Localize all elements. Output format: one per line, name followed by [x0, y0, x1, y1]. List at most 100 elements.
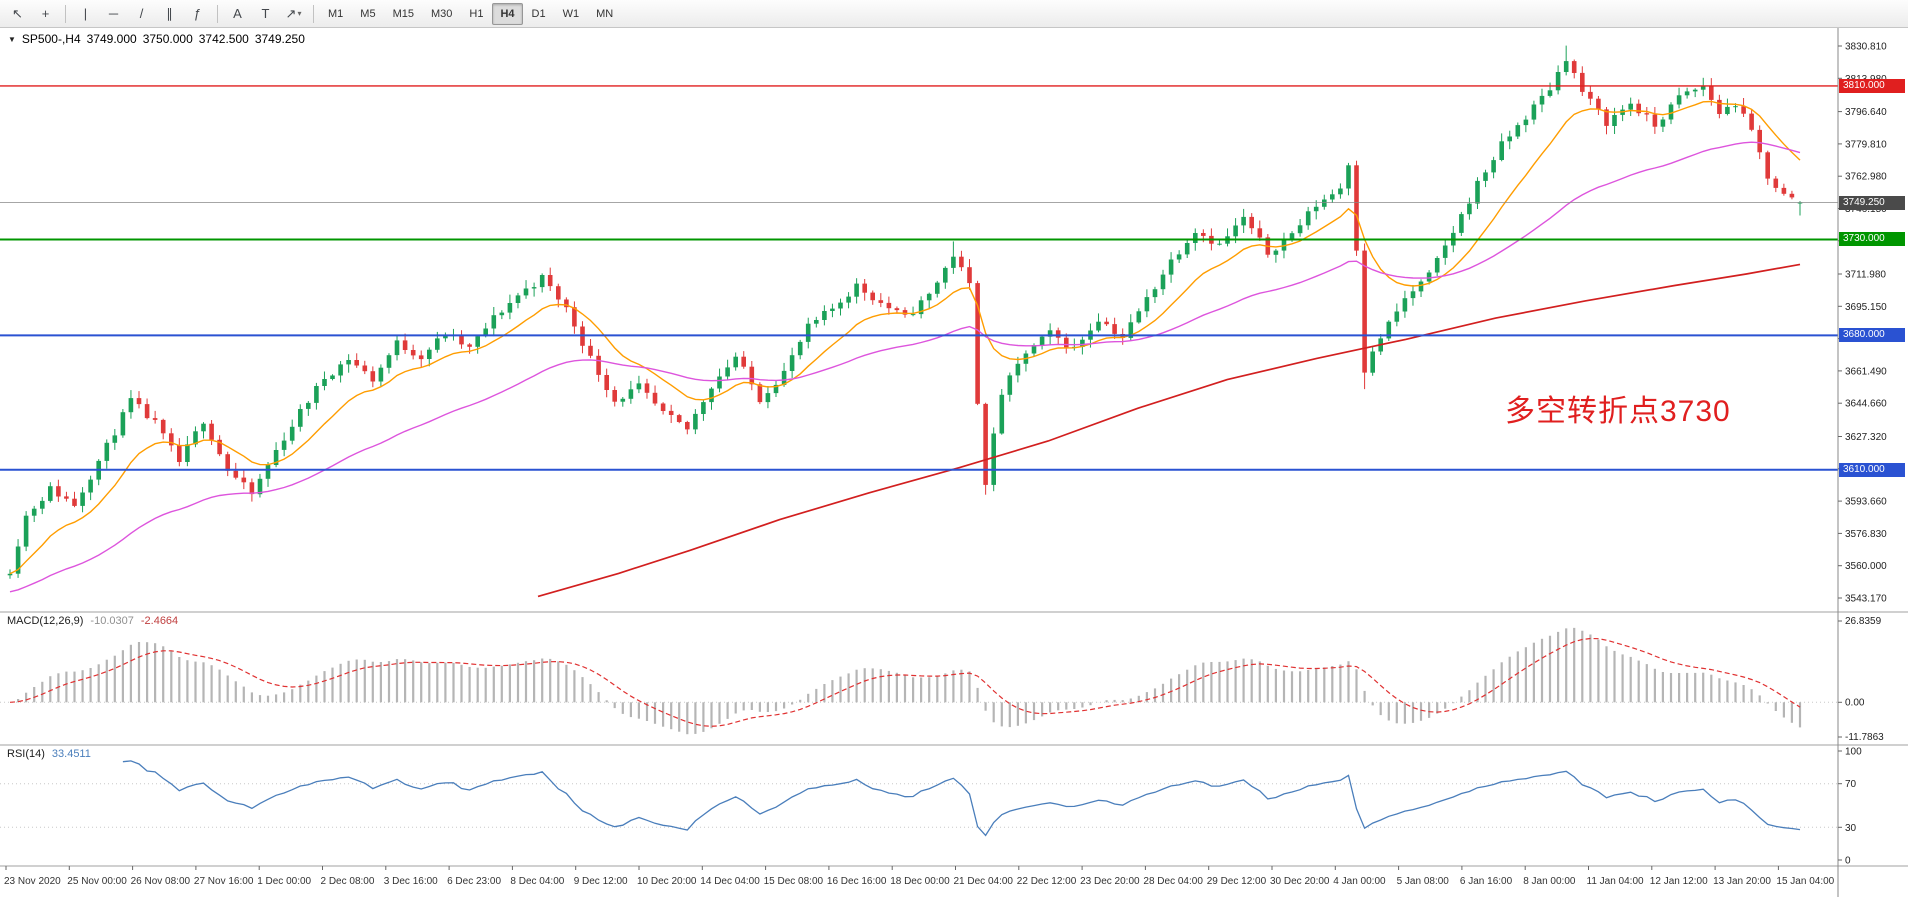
trendline-tool-button[interactable]: /: [128, 2, 155, 26]
candle-body: [1297, 225, 1303, 234]
candle-body: [435, 338, 440, 350]
candle-body: [1596, 98, 1601, 110]
candle-body: [1354, 165, 1359, 251]
candle-body: [241, 477, 247, 483]
candle-body: [1539, 95, 1545, 105]
candle-body: [378, 367, 384, 382]
timeframe-mn-button[interactable]: MN: [596, 7, 614, 20]
horizontal-line-tool-button[interactable]: ─: [100, 2, 127, 26]
candle-body: [1168, 259, 1174, 275]
candle-body: [7, 573, 13, 576]
candle-body: [983, 403, 988, 485]
candle-body: [1459, 214, 1464, 233]
time-axis[interactable]: [0, 866, 1838, 897]
candle-body: [1523, 119, 1529, 126]
time-tick-label: 12 Jan 12:00: [1650, 876, 1708, 887]
candle-body: [999, 394, 1005, 434]
candle-body: [1773, 178, 1779, 188]
expand-triangle-icon[interactable]: ▼: [8, 34, 16, 44]
timeframe-m15-button[interactable]: M15: [392, 7, 414, 20]
price-tick-label: 3779.810: [1845, 139, 1887, 150]
timeframe-h1-button[interactable]: H1: [469, 7, 484, 20]
candle-body: [120, 412, 126, 436]
candle-body: [499, 312, 505, 316]
time-tick-label: 5 Jan 08:00: [1397, 876, 1450, 887]
timeframe-h4-button[interactable]: H4: [492, 2, 523, 25]
candle-body: [556, 286, 561, 300]
timeframe-d1-button[interactable]: D1: [531, 7, 546, 20]
candle-body: [56, 486, 61, 497]
text-icon: A: [233, 6, 242, 21]
candle-body: [1580, 72, 1585, 92]
candle-body: [539, 275, 545, 288]
time-tick-label: 8 Jan 00:00: [1523, 876, 1576, 887]
arrow-objects-tool-button[interactable]: ↗ ▾: [280, 2, 307, 26]
candle-body: [1096, 321, 1101, 331]
candle-body: [459, 335, 464, 345]
timeframe-m1-button[interactable]: M1: [328, 7, 344, 20]
candle-body: [676, 415, 682, 422]
price-tick-label: 3830.810: [1845, 42, 1887, 53]
candle-body: [1184, 243, 1190, 255]
crosshair-tool-button[interactable]: +: [32, 2, 59, 26]
candle-body: [169, 433, 174, 446]
candle-body: [1031, 345, 1037, 354]
candle-body: [1080, 339, 1085, 347]
candle-body: [1257, 228, 1263, 238]
candle-body: [636, 383, 642, 390]
equidistant-channel-tool-button[interactable]: ∥: [156, 2, 183, 26]
candle-body: [410, 350, 416, 356]
candle-body: [1604, 109, 1609, 126]
candle-body: [306, 402, 311, 409]
fibonacci-retracement-icon: ƒ: [193, 6, 202, 21]
rsi-axis-label: 70: [1845, 779, 1857, 790]
candle-body: [620, 398, 626, 402]
candle-body: [709, 388, 714, 403]
candle-body: [1507, 136, 1512, 142]
candle-body: [330, 375, 335, 379]
time-tick-label: 25 Nov 00:00: [67, 876, 127, 887]
time-tick-label: 30 Dec 20:00: [1270, 876, 1330, 887]
text-tool-button[interactable]: A: [224, 2, 251, 26]
level-price-tag-3680.000: 3680.000: [1839, 328, 1905, 342]
candle-body: [48, 486, 53, 501]
vertical-line-icon: |: [83, 6, 88, 21]
time-tick-label: 16 Dec 16:00: [827, 876, 887, 887]
candle-body: [693, 413, 698, 430]
candle-body: [967, 267, 972, 284]
candle-body: [1652, 114, 1658, 127]
candle-body: [1668, 104, 1674, 120]
timeframe-m30-button[interactable]: M30: [430, 7, 453, 20]
cursor-tool-button[interactable]: ↖: [4, 2, 31, 26]
chart-canvas[interactable]: 3830.8103813.9803796.6403779.8103762.980…: [0, 28, 1908, 897]
candle-body: [1588, 91, 1593, 99]
candle-body: [1442, 245, 1448, 258]
symbol-timeframe-label: SP500-,H4: [21, 32, 81, 46]
candle-body: [346, 360, 351, 365]
ohlc-close-value: 3749.250: [254, 32, 305, 46]
time-tick-label: 10 Dec 20:00: [637, 876, 697, 887]
candle-body: [475, 336, 480, 347]
candle-body: [1104, 321, 1109, 325]
candle-body: [1491, 160, 1496, 173]
candle-body: [1547, 90, 1553, 96]
candle-body: [1233, 225, 1238, 237]
timeframe-m5-button[interactable]: M5: [360, 7, 376, 20]
candle-body: [1330, 194, 1335, 200]
candle-body: [1741, 106, 1746, 114]
text-label-tool-button[interactable]: T: [252, 2, 279, 26]
timeframe-w1-button[interactable]: W1: [562, 7, 580, 20]
rsi-line: [122, 760, 1801, 837]
text-label-icon: T: [261, 6, 270, 21]
candle-body: [265, 465, 271, 479]
price-axis[interactable]: [1838, 28, 1908, 866]
candle-body: [531, 287, 537, 289]
candle-body: [1281, 239, 1287, 251]
vertical-line-tool-button[interactable]: |: [72, 2, 99, 26]
fibonacci-retracement-tool-button[interactable]: ƒ: [184, 2, 211, 26]
candle-body: [338, 364, 343, 376]
candle-body: [1426, 272, 1432, 282]
chart-annotation-text[interactable]: 多空转折点3730: [1505, 395, 1731, 428]
rsi-title: RSI(14): [7, 748, 45, 760]
